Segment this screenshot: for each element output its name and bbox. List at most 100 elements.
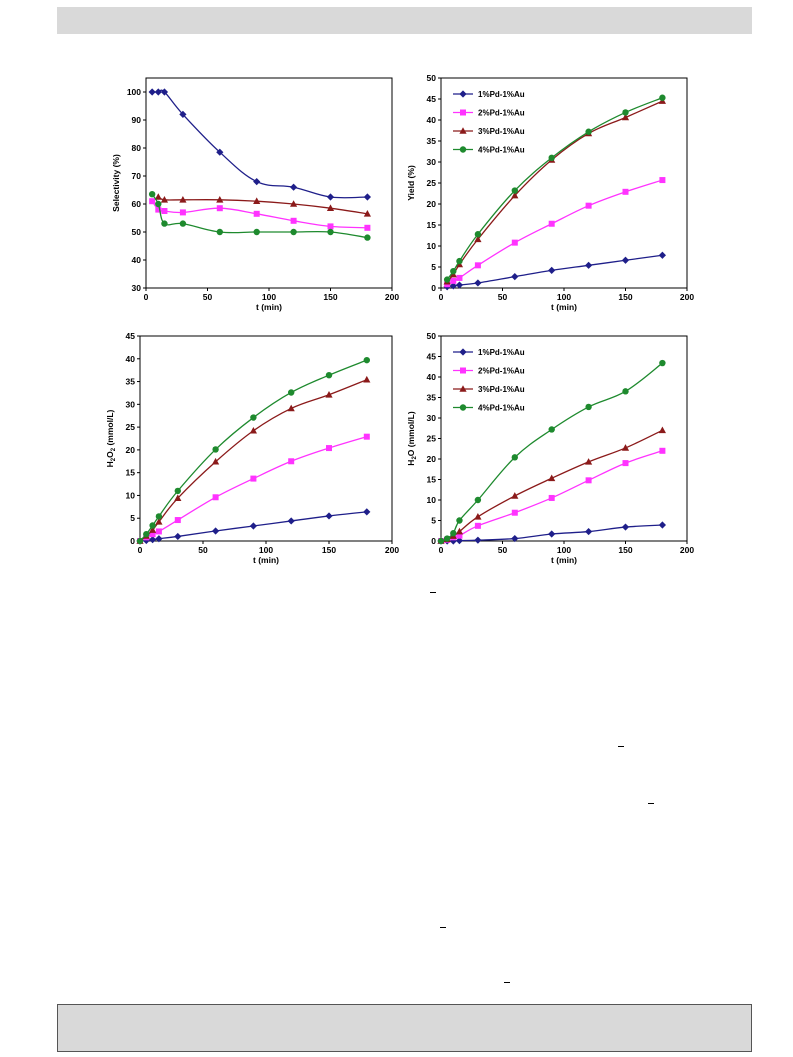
data-point [155,528,162,535]
y-tick-label: 20 [427,454,437,464]
data-point [455,260,464,268]
x-tick-label: 200 [680,545,694,555]
series-1 [443,251,666,291]
data-point [511,239,518,246]
data-point [548,154,555,161]
data-point [161,208,168,214]
data-point [143,530,150,538]
data-point [290,228,297,236]
footnote-dash-1 [430,592,436,593]
data-point [160,196,169,203]
x-axis-title: t (min) [253,555,279,565]
data-point [621,113,630,121]
x-tick-label: 200 [385,545,399,555]
y-tick-label: 40 [126,354,136,364]
data-point [136,537,144,545]
data-point [212,494,219,501]
footnote-dash-4 [440,927,446,928]
y-tick-label: 40 [132,255,142,265]
legend-marker [459,90,467,98]
footer-band [57,1004,752,1052]
data-point [363,433,370,440]
plot-frame [440,77,688,289]
series-line [446,100,663,283]
data-point [511,509,518,516]
data-point [216,228,223,236]
data-point [148,191,156,198]
x-tick-label: 100 [557,292,571,302]
legend-label: 3%Pd-1%Au [478,385,525,394]
legend-label: 3%Pd-1%Au [478,127,525,136]
y-tick-label: 40 [427,372,437,382]
legend-marker [459,385,467,392]
data-point [250,475,257,482]
plot-frame [440,335,688,542]
data-point [326,204,335,211]
x-tick-label: 100 [557,545,571,555]
y-tick-label: 100 [127,87,141,97]
y-tick-label: 10 [126,490,136,500]
legend-label: 2%Pd-1%Au [478,367,525,376]
legend-marker [459,127,467,134]
data-point [143,534,150,541]
data-point [363,508,371,516]
data-point [450,530,457,537]
data-point [658,426,666,434]
x-tick-label: 0 [439,545,444,555]
data-point [290,217,297,224]
y-tick-label: 30 [126,399,136,409]
y-tick-label: 35 [427,136,437,146]
x-tick-label: 100 [259,545,273,555]
data-point [585,129,593,137]
data-point [290,200,298,207]
y-tick-label: 5 [431,516,436,526]
legend-label: 2%Pd-1%Au [478,109,525,118]
data-point [444,536,451,543]
series-4 [136,356,370,545]
series-1 [148,88,371,201]
data-point [456,517,463,524]
data-point [456,532,463,539]
plot-frame [139,335,393,542]
series-3 [154,193,371,217]
data-point [253,210,260,217]
data-point [155,518,163,525]
series-2 [149,198,371,231]
data-point [174,532,182,541]
y-tick-label: 35 [126,377,136,387]
x-axis-title: t (min) [551,302,577,312]
y-axis-title: H2O2 (mmol/L) [105,409,117,467]
data-point [364,224,371,231]
data-point [585,261,593,269]
data-point [253,178,261,186]
series-line [440,362,663,542]
data-point [161,220,168,227]
y-tick-label: 70 [132,171,142,181]
y-tick-label: 15 [427,220,437,230]
legend-label: 1%Pd-1%Au [478,90,525,99]
x-tick-label: 50 [198,545,208,555]
y-axis-title: H2O (mmol/L) [406,411,418,466]
data-point [363,375,371,383]
data-point [212,446,219,453]
series-2 [438,447,666,544]
y-axis-title: Yield (%) [406,165,416,201]
data-point [325,371,333,379]
legend-marker [460,109,466,116]
series-2 [137,433,370,544]
plot-frame [145,77,393,289]
data-point [449,537,457,545]
data-point [443,276,451,283]
x-tick-label: 150 [323,292,337,302]
data-point [155,200,162,208]
series-line [139,379,368,542]
data-point [474,522,481,529]
data-point [621,256,630,264]
x-axis-title: t (min) [256,302,282,312]
data-point [456,257,463,265]
data-point [444,281,451,288]
y-tick-label: 45 [427,94,437,104]
data-point [174,494,182,501]
data-point [585,128,592,135]
